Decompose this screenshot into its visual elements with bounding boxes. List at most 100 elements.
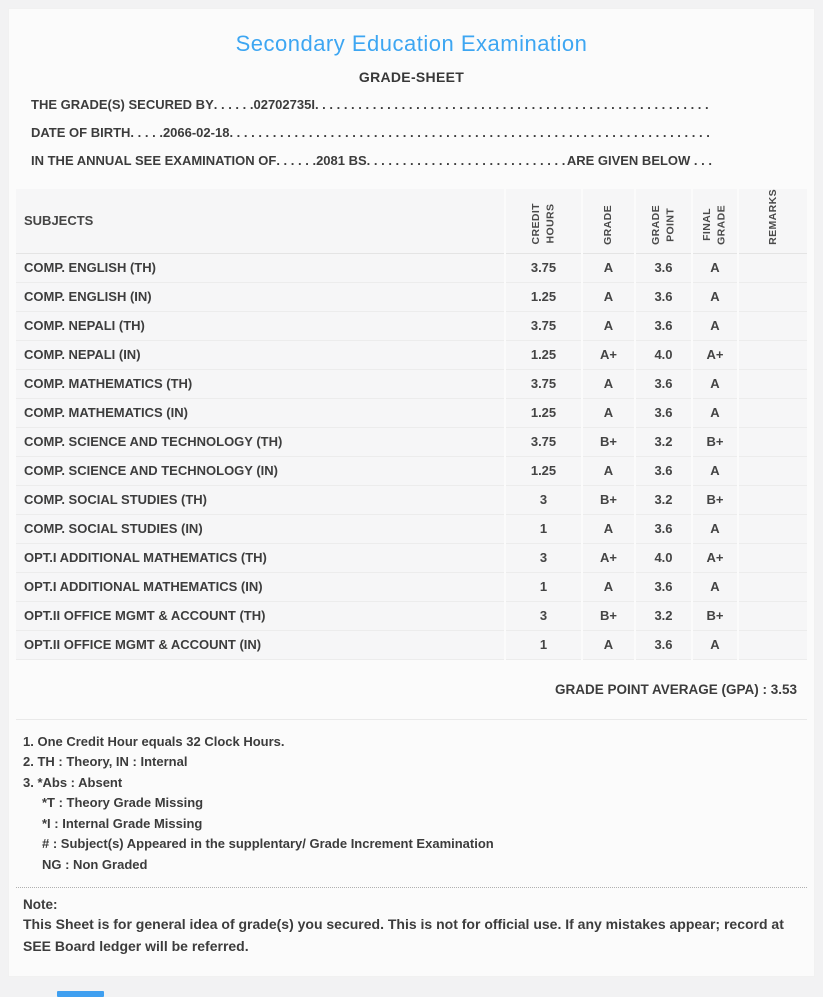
footnote-item: *I : Internal Grade Missing	[42, 815, 203, 831]
dot-leader: . . . . . . . . . . . . . . . . . . . . …	[314, 97, 712, 112]
grade-cell: A	[581, 282, 635, 312]
footnote-item: NG : Non Graded	[42, 856, 148, 872]
grade-point-cell: 3.6	[634, 311, 692, 341]
credit-hours-cell: 1.25	[504, 456, 582, 486]
symbol-number-value: 02702735I	[253, 97, 315, 112]
table-row: OPT.I ADDITIONAL MATHEMATICS (IN) 1 A 3.…	[16, 572, 807, 602]
table-row: COMP. NEPALI (IN) 1.25 A+ 4.0 A+	[16, 340, 807, 370]
footnote-item: 3. *Abs : Absent	[23, 774, 123, 790]
credit-hours-cell: 3	[504, 485, 582, 515]
final-grade-cell: B+	[691, 427, 738, 457]
final-grade-cell: A	[691, 456, 738, 486]
credit-hours-cell: 1	[504, 572, 582, 602]
grade-point-cell: 3.6	[634, 282, 692, 312]
column-header-credit-hours: CREDIT HOURS	[504, 189, 582, 254]
footnote-item: 1. One Credit Hour equals 32 Clock Hours…	[23, 733, 285, 749]
footnote-item: *T : Theory Grade Missing	[42, 795, 204, 811]
remarks-cell	[737, 340, 807, 370]
column-header-remarks: REMARKS	[737, 189, 807, 254]
page-title: Secondary Education Examination	[235, 31, 588, 56]
table-row: COMP. MATHEMATICS (IN) 1.25 A 3.6 A	[16, 398, 807, 428]
column-header-final-grade: FINAL GRADE	[691, 189, 738, 254]
info-line-secured-by: THE GRADE(S) SECURED BY . . . . . . 0270…	[31, 97, 712, 125]
note-label: Note:	[23, 897, 58, 913]
grade-cell: A	[581, 398, 635, 428]
subject-cell: OPT.II OFFICE MGMT & ACCOUNT (TH)	[16, 601, 505, 631]
dot-leader: . . . . . . . . . . . . . . . . . . . . …	[366, 153, 567, 168]
remarks-cell	[737, 485, 807, 515]
table-row: COMP. NEPALI (TH) 3.75 A 3.6 A	[16, 311, 807, 341]
subject-cell: COMP. ENGLISH (IN)	[16, 282, 505, 312]
table-row: COMP. MATHEMATICS (TH) 3.75 A 3.6 A	[16, 369, 807, 399]
grade-point-cell: 3.6	[634, 514, 692, 544]
remarks-cell	[737, 282, 807, 312]
grade-cell: A	[581, 369, 635, 399]
credit-hours-cell: 3	[504, 601, 582, 631]
subject-cell: COMP. SCIENCE AND TECHNOLOGY (TH)	[16, 427, 505, 457]
column-header-subjects: SUBJECTS	[16, 189, 505, 254]
grade-point-cell: 4.0	[634, 543, 692, 573]
table-row: COMP. SCIENCE AND TECHNOLOGY (TH) 3.75 B…	[16, 427, 807, 457]
final-grade-cell: A	[691, 253, 738, 283]
subject-cell: COMP. ENGLISH (TH)	[16, 253, 505, 283]
remarks-cell	[737, 630, 807, 660]
info-line-examination-year: IN THE ANNUAL SEE EXAMINATION OF . . . .…	[31, 153, 712, 181]
remarks-cell	[737, 572, 807, 602]
table-row: COMP. ENGLISH (TH) 3.75 A 3.6 A	[16, 253, 807, 283]
final-grade-cell: A	[691, 398, 738, 428]
remarks-cell	[737, 601, 807, 631]
grade-point-cell: 3.6	[634, 253, 692, 283]
vertical-header-label: FINAL GRADE	[701, 204, 728, 245]
grade-cell: A	[581, 630, 635, 660]
grade-cell: A	[581, 514, 635, 544]
final-grade-cell: A	[691, 572, 738, 602]
final-grade-cell: A	[691, 514, 738, 544]
remarks-cell	[737, 253, 807, 283]
grade-cell: B+	[581, 427, 635, 457]
partially-visible-button[interactable]	[57, 991, 104, 997]
final-grade-cell: A+	[691, 543, 738, 573]
dotted-divider	[16, 887, 807, 889]
credit-hours-cell: 3.75	[504, 427, 582, 457]
credit-hours-cell: 1	[504, 514, 582, 544]
final-grade-cell: A	[691, 369, 738, 399]
subject-cell: COMP. SOCIAL STUDIES (TH)	[16, 485, 505, 515]
table-row: COMP. SOCIAL STUDIES (IN) 1 A 3.6 A	[16, 514, 807, 544]
table-row: OPT.II OFFICE MGMT & ACCOUNT (TH) 3 B+ 3…	[16, 601, 807, 631]
remarks-cell	[737, 514, 807, 544]
final-grade-cell: A+	[691, 340, 738, 370]
grade-sheet-subtitle: GRADE-SHEET	[358, 69, 465, 85]
credit-hours-cell: 1.25	[504, 398, 582, 428]
dot-leader: . . . . . .	[276, 153, 317, 168]
date-of-birth-value: 2066-02-18	[162, 125, 230, 140]
final-grade-cell: A	[691, 311, 738, 341]
grade-cell: A	[581, 311, 635, 341]
grade-point-cell: 3.6	[634, 398, 692, 428]
grade-cell: A+	[581, 543, 635, 573]
final-grade-cell: B+	[691, 601, 738, 631]
subject-cell: OPT.I ADDITIONAL MATHEMATICS (IN)	[16, 572, 505, 602]
grade-cell: A	[581, 456, 635, 486]
dot-leader: . . . . . . . . . . . . . . . . . . . . …	[229, 125, 712, 140]
info-suffix: ARE GIVEN BELOW . . .	[566, 153, 712, 168]
subject-cell: COMP. SCIENCE AND TECHNOLOGY (IN)	[16, 456, 505, 486]
table-row: COMP. ENGLISH (IN) 1.25 A 3.6 A	[16, 282, 807, 312]
final-grade-cell: B+	[691, 485, 738, 515]
subject-cell: COMP. NEPALI (IN)	[16, 340, 505, 370]
subject-cell: OPT.I ADDITIONAL MATHEMATICS (TH)	[16, 543, 505, 573]
vertical-header-label: REMARKS	[766, 189, 779, 245]
footnote-item: 2. TH : Theory, IN : Internal	[23, 754, 188, 770]
gpa-line: GRADE POINT AVERAGE (GPA) : 3.53	[16, 660, 807, 720]
subject-cell: COMP. MATHEMATICS (IN)	[16, 398, 505, 428]
exam-year-value: 2081 BS	[316, 153, 367, 168]
credit-hours-cell: 1.25	[504, 340, 582, 370]
student-info-block: THE GRADE(S) SECURED BY . . . . . . 0270…	[16, 97, 807, 181]
table-row: COMP. SCIENCE AND TECHNOLOGY (IN) 1.25 A…	[16, 456, 807, 486]
remarks-cell	[737, 456, 807, 486]
subject-cell: COMP. MATHEMATICS (TH)	[16, 369, 505, 399]
footnote-item: # : Subject(s) Appeared in the supplenta…	[42, 836, 494, 852]
column-header-grade-point: GRADE POINT	[634, 189, 692, 254]
subject-cell: OPT.II OFFICE MGMT & ACCOUNT (IN)	[16, 630, 505, 660]
note-paragraph: This Sheet is for general idea of grade(…	[23, 916, 784, 954]
final-grade-cell: A	[691, 630, 738, 660]
